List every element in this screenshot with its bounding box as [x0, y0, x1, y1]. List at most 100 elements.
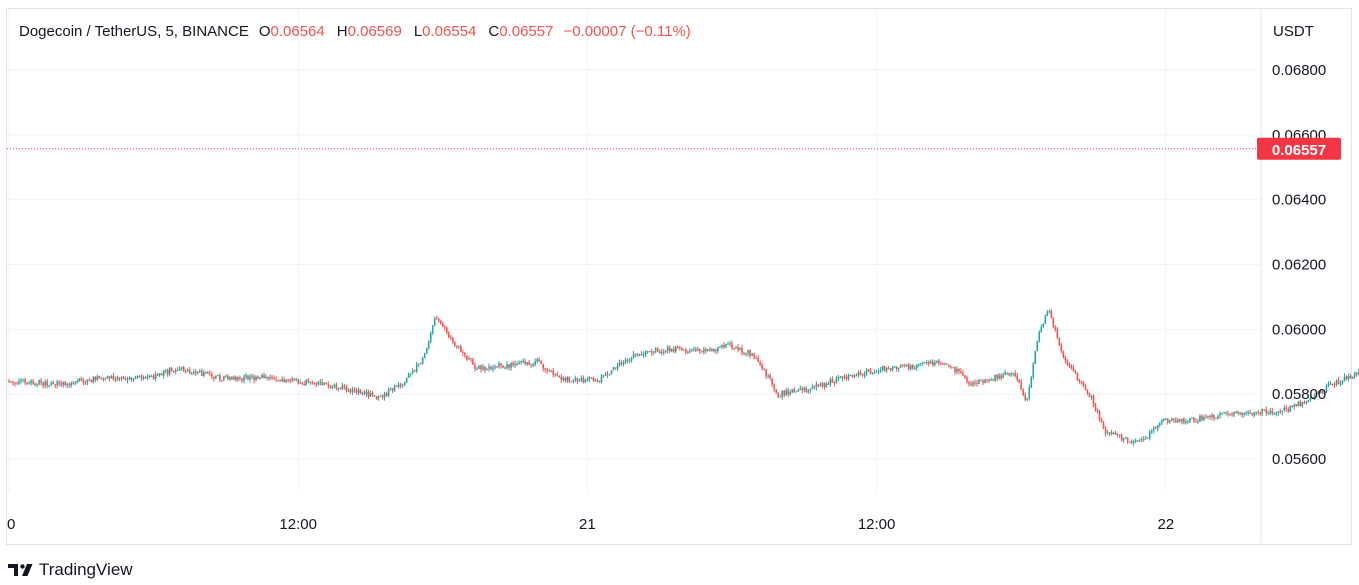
candle — [1130, 439, 1133, 445]
candle — [624, 357, 627, 365]
candle-body — [875, 371, 878, 373]
candle-body — [10, 381, 12, 383]
candle — [66, 382, 69, 389]
candle-body — [687, 352, 689, 354]
candle-body — [68, 384, 71, 386]
candle — [970, 380, 972, 387]
candle-body — [448, 332, 450, 338]
chart-frame[interactable] — [6, 8, 1352, 545]
symbol-title[interactable]: Dogecoin / TetherUS, 5, BINANCE — [19, 23, 249, 40]
candle-body — [498, 363, 500, 367]
candle-body — [1124, 437, 1127, 439]
currency-label[interactable]: USDT — [1273, 23, 1314, 40]
candle — [767, 373, 769, 379]
candle-body — [676, 346, 679, 348]
candle — [474, 362, 476, 372]
candle — [538, 357, 540, 363]
candle-body — [1088, 392, 1091, 398]
candle — [548, 369, 551, 372]
candle-body — [347, 390, 350, 392]
tradingview-brand[interactable]: TradingView — [8, 560, 133, 580]
candle — [1229, 413, 1231, 416]
candle-body — [781, 390, 784, 397]
candle — [1142, 435, 1145, 442]
candle-body — [817, 384, 820, 386]
candle-body — [1215, 418, 1217, 420]
candle — [865, 368, 868, 377]
candle-body — [907, 364, 910, 370]
candle — [1110, 429, 1113, 436]
candle-body — [1118, 434, 1121, 436]
price-axis: 0.068000.066000.064000.062000.060000.058… — [1272, 62, 1326, 468]
candle — [578, 378, 581, 382]
candle — [656, 346, 659, 353]
candle — [1239, 411, 1241, 416]
candle — [28, 380, 30, 385]
candle — [170, 366, 173, 373]
candle — [213, 376, 215, 382]
candle-body — [215, 375, 217, 379]
candle — [126, 376, 129, 384]
candle-body — [1181, 418, 1183, 422]
candle — [194, 369, 197, 377]
candle — [184, 369, 187, 374]
candle-body — [1307, 399, 1310, 403]
candle-body — [14, 382, 16, 384]
candle — [976, 379, 978, 387]
candle — [48, 384, 50, 388]
candle — [1291, 405, 1294, 408]
candle — [1098, 409, 1101, 422]
candle-body — [717, 347, 719, 352]
candle — [1255, 411, 1257, 416]
candle — [522, 358, 524, 364]
candle — [687, 350, 689, 354]
candle-body — [652, 351, 655, 353]
candle-body — [636, 354, 639, 356]
candle — [361, 391, 364, 396]
candle — [1283, 405, 1286, 412]
candle-body — [815, 384, 818, 388]
candle-body — [518, 362, 520, 364]
candle-body — [1229, 413, 1231, 415]
candle-body — [1173, 418, 1175, 421]
candle-body — [606, 373, 609, 376]
candle-body — [1243, 413, 1245, 415]
candle-body — [586, 379, 589, 381]
candle — [817, 384, 820, 388]
candle-body — [444, 326, 446, 328]
candle-body — [1130, 441, 1133, 443]
candle-body — [1233, 412, 1235, 415]
candle-body — [462, 352, 464, 354]
candle — [1134, 438, 1137, 444]
candle-body — [269, 377, 271, 379]
candle — [996, 373, 998, 382]
candle-body — [102, 378, 105, 380]
candle — [1118, 434, 1121, 438]
candle — [339, 387, 342, 390]
candle — [96, 374, 99, 381]
candle — [84, 380, 87, 386]
candle — [968, 381, 970, 387]
candle — [1327, 381, 1330, 388]
candle — [648, 350, 651, 353]
candle — [1347, 373, 1350, 382]
candle — [693, 346, 695, 352]
candle — [952, 367, 954, 369]
candle-body — [54, 384, 56, 386]
candle-body — [249, 376, 251, 380]
candle-body — [391, 388, 394, 391]
candle-body — [789, 392, 792, 395]
candle — [8, 378, 10, 383]
candle-body — [642, 354, 645, 356]
candle — [192, 369, 195, 375]
candle — [867, 368, 870, 373]
candle-body — [22, 379, 24, 381]
candle — [588, 375, 591, 383]
candle — [1183, 417, 1185, 425]
candle — [1136, 440, 1139, 442]
candle-body — [747, 349, 749, 354]
candle-body — [550, 370, 553, 372]
candle — [729, 340, 731, 347]
candle — [1217, 414, 1219, 420]
